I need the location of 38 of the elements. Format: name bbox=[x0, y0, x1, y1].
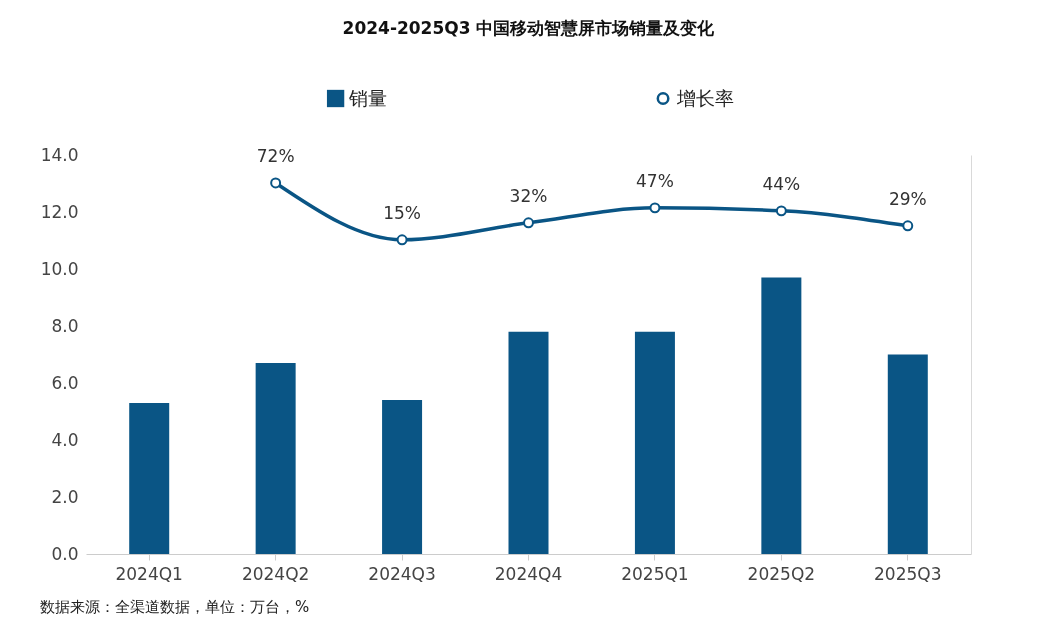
bar bbox=[129, 402, 170, 554]
data-label: 72% bbox=[256, 145, 295, 166]
bar bbox=[508, 331, 549, 554]
x-tick-label: 2025Q2 bbox=[747, 563, 816, 584]
y-tick-label: 6.0 bbox=[51, 372, 79, 393]
data-label: 29% bbox=[888, 188, 927, 209]
legend-label: 增长率 bbox=[675, 86, 734, 109]
point bbox=[902, 220, 914, 232]
data-label: 44% bbox=[762, 173, 801, 194]
x-tick-label: 2024Q1 bbox=[115, 563, 183, 584]
point bbox=[396, 234, 408, 246]
chart-title: 2024-2025Q3 中国移动智慧屏市场销量及变化 bbox=[342, 18, 716, 38]
bar bbox=[761, 277, 802, 554]
y-tick-label: 10.0 bbox=[40, 258, 79, 279]
point bbox=[270, 177, 282, 189]
data-label: 47% bbox=[636, 170, 674, 191]
bar bbox=[382, 400, 423, 554]
x-tick-label: 2024Q2 bbox=[241, 563, 310, 584]
y-tick-label: 12.0 bbox=[40, 201, 79, 222]
source-note: 数据来源：全渠道数据，单位：万台，% bbox=[40, 598, 310, 617]
point bbox=[523, 217, 534, 229]
x-tick-label: 2025Q1 bbox=[621, 563, 689, 584]
y-tick-label: 4.0 bbox=[51, 429, 79, 450]
bar bbox=[887, 354, 928, 554]
point bbox=[775, 205, 787, 217]
y-tick-label: 14.0 bbox=[40, 144, 79, 165]
x-tick-label: 2024Q4 bbox=[494, 563, 563, 584]
bar bbox=[255, 363, 296, 554]
y-tick-label: 8.0 bbox=[51, 315, 79, 336]
bar bbox=[634, 331, 675, 554]
legend-label: 销量 bbox=[348, 86, 388, 109]
x-tick-label: 2025Q3 bbox=[874, 563, 942, 584]
data-label: 32% bbox=[509, 185, 548, 206]
point bbox=[649, 202, 661, 214]
y-tick-label: 2.0 bbox=[51, 486, 79, 507]
y-tick-label: 0.0 bbox=[51, 543, 79, 564]
x-tick-label: 2024Q3 bbox=[368, 563, 436, 584]
data-label: 15% bbox=[383, 202, 421, 223]
